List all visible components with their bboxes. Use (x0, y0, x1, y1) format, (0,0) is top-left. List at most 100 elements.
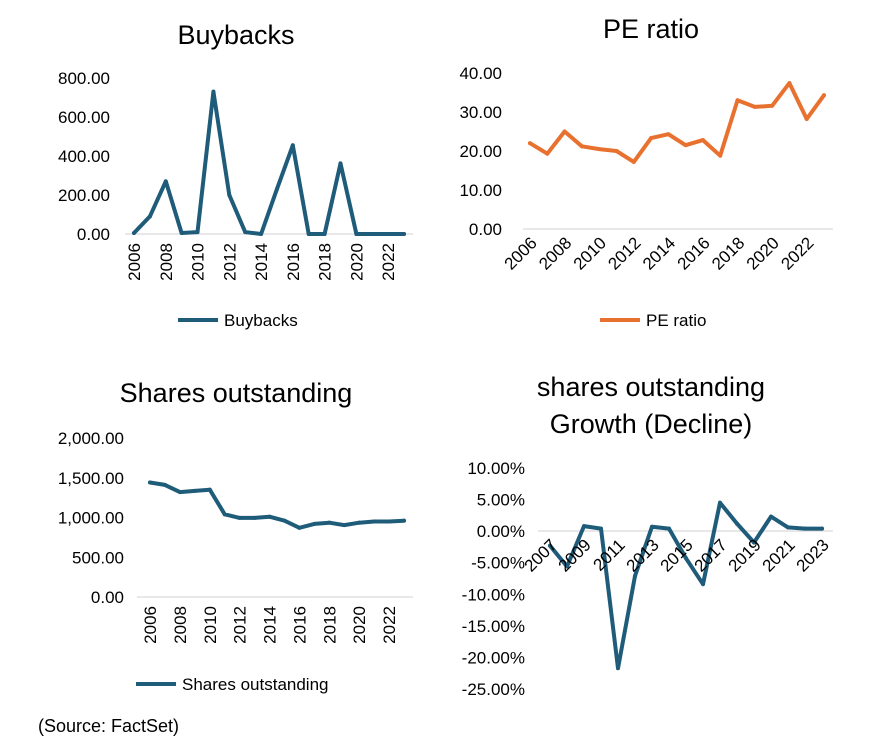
growth-y-tick-label: -5.00% (471, 554, 525, 573)
buybacks-x-tick-label: 2016 (284, 243, 303, 281)
shares-data-point (402, 518, 406, 523)
buybacks-title: Buybacks (177, 20, 294, 50)
shares-data-point (162, 482, 167, 487)
pe-data-point (700, 138, 705, 143)
pe-x-tick-label: 2020 (743, 233, 783, 273)
shares-x-ticks: 2006 2008 2010 2012 2014 2016 2018 2020 2022 (141, 606, 399, 644)
shares-data-point (267, 514, 272, 519)
shares-data-point (148, 480, 152, 485)
growth-y-tick-label: -25.00% (462, 680, 525, 699)
pe-data-point (770, 103, 775, 108)
pe-data-point (631, 159, 636, 164)
pe-data-point (822, 93, 826, 98)
shares-chart: Shares outstanding 2,000.00 1,500.00 1,000… (58, 378, 413, 694)
shares-data-point (222, 512, 227, 517)
pe-series-line (528, 81, 826, 164)
pe-y-tick-label: 0.00 (469, 220, 502, 239)
shares-data-point (372, 519, 377, 524)
growth-x-tick-label: 2015 (657, 535, 697, 575)
pe-data-point (579, 144, 584, 149)
shares-y-tick-label: 2,000.00 (58, 429, 124, 448)
growth-x-tick-label: 2013 (623, 535, 663, 575)
pe-x-tick-label: 2010 (570, 233, 610, 273)
growth-x-tick-label: 2007 (521, 535, 561, 575)
pe-y-tick-label: 10.00 (459, 181, 502, 200)
shares-x-tick-label: 2014 (261, 606, 280, 644)
shares-x-tick-label: 2018 (320, 606, 339, 644)
buybacks-data-point (259, 232, 264, 236)
pe-data-point (735, 98, 740, 103)
pe-y-tick-label: 20.00 (459, 142, 502, 161)
growth-data-point (582, 524, 586, 529)
shares-data-point (312, 521, 317, 526)
pe-y-tick-label: 40.00 (459, 64, 502, 83)
pe-x-tick-label: 2016 (674, 233, 714, 273)
growth-series-line (548, 500, 824, 671)
shares-data-point (327, 520, 332, 525)
buybacks-data-point (386, 232, 391, 236)
buybacks-data-point (338, 161, 343, 166)
buybacks-data-point (147, 214, 152, 219)
buybacks-data-point (402, 232, 406, 236)
buybacks-data-point (211, 89, 216, 94)
buybacks-y-ticks: 800.00 600.00 400.00 200.00 0.00 (58, 69, 110, 244)
buybacks-x-tick-label: 2018 (316, 243, 335, 281)
shares-series-line (148, 480, 406, 530)
buybacks-data-point (179, 231, 184, 236)
pe-data-point (787, 81, 792, 86)
shares-x-tick-label: 2022 (380, 606, 399, 644)
shares-data-point (282, 518, 287, 523)
pe-data-point (614, 149, 619, 153)
pe-data-point (683, 143, 688, 148)
growth-y-tick-label: -10.00% (462, 585, 525, 604)
pe-data-point (718, 153, 723, 158)
growth-data-point (769, 514, 773, 519)
pe-data-point (804, 117, 809, 122)
growth-data-point (701, 582, 705, 587)
buybacks-x-tick-label: 2012 (220, 243, 239, 281)
growth-x-tick-label: 2011 (590, 535, 629, 574)
buybacks-data-point (195, 230, 200, 235)
growth-points (548, 500, 824, 671)
growth-data-point (667, 526, 671, 531)
shares-x-tick-label: 2006 (141, 606, 160, 644)
source-note: (Source: FactSet) (38, 716, 180, 736)
buybacks-x-tick-label: 2022 (379, 243, 398, 281)
growth-y-tick-label: -15.00% (462, 617, 525, 636)
growth-chart: shares outstanding Growth (Decline) 10.0… (462, 372, 833, 699)
growth-data-point (565, 564, 569, 569)
shares-data-point (207, 487, 212, 492)
pe-x-tick-label: 2022 (777, 233, 817, 273)
pe-legend-label: PE ratio (646, 311, 706, 330)
shares-y-tick-label: 1,000.00 (58, 509, 124, 528)
growth-title-line1: shares outstanding (537, 372, 765, 402)
shares-y-tick-label: 1,500.00 (58, 469, 124, 488)
buybacks-x-tick-label: 2014 (252, 243, 271, 281)
growth-data-point (650, 524, 654, 529)
growth-y-tick-label: 0.00% (477, 522, 525, 541)
pe-points (528, 81, 826, 164)
shares-x-tick-label: 2012 (231, 606, 250, 644)
growth-data-point (548, 543, 552, 548)
buybacks-data-point (370, 232, 375, 236)
buybacks-data-point (163, 179, 168, 184)
pe-data-point (528, 141, 532, 146)
buybacks-data-point (274, 187, 279, 192)
shares-data-point (297, 525, 302, 530)
shares-x-tick-label: 2016 (290, 606, 309, 644)
buybacks-data-point (132, 231, 136, 236)
pe-x-tick-label: 2018 (708, 233, 748, 273)
growth-y-tick-label: 5.00% (477, 491, 525, 510)
buybacks-y-tick-label: 200.00 (58, 186, 110, 205)
buybacks-y-tick-label: 800.00 (58, 69, 110, 88)
pe-x-tick-label: 2012 (604, 233, 644, 273)
buybacks-x-tick-label: 2020 (347, 243, 366, 281)
pe-data-point (562, 129, 567, 134)
buybacks-data-point (227, 193, 232, 197)
growth-data-point (616, 666, 620, 671)
buybacks-x-tick-label: 2008 (157, 243, 176, 281)
growth-data-point (786, 525, 790, 530)
growth-x-tick-label: 2019 (725, 535, 765, 575)
